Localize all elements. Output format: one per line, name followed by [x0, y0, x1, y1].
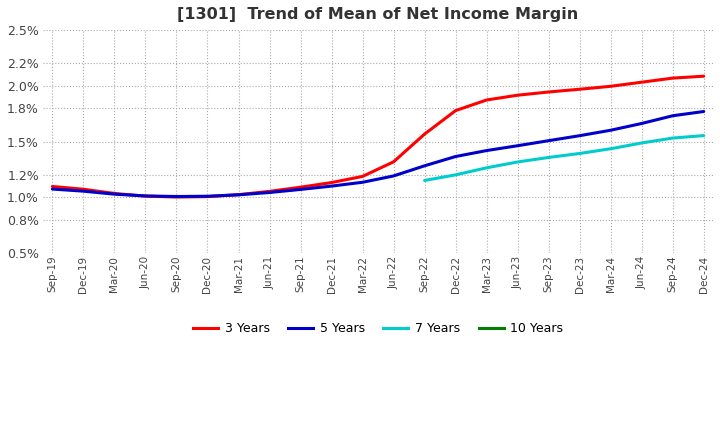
3 Years — [451, 108, 460, 113]
3 Years — [668, 75, 677, 81]
5 Years — [172, 194, 181, 199]
7 Years — [699, 133, 708, 138]
3 Years — [265, 189, 274, 194]
3 Years — [699, 73, 708, 79]
7 Years — [513, 159, 522, 165]
5 Years — [296, 187, 305, 192]
3 Years — [327, 180, 336, 185]
3 Years — [79, 187, 88, 192]
7 Years — [544, 155, 553, 160]
5 Years — [420, 163, 429, 169]
Legend: 3 Years, 5 Years, 7 Years, 10 Years: 3 Years, 5 Years, 7 Years, 10 Years — [189, 317, 568, 341]
3 Years — [482, 97, 491, 103]
5 Years — [79, 188, 88, 194]
5 Years — [390, 173, 398, 179]
Line: 5 Years: 5 Years — [53, 111, 703, 197]
3 Years — [637, 80, 646, 85]
5 Years — [110, 191, 119, 197]
3 Years — [48, 184, 57, 189]
7 Years — [575, 151, 584, 156]
3 Years — [172, 194, 181, 200]
5 Years — [637, 121, 646, 126]
3 Years — [513, 92, 522, 98]
5 Years — [668, 113, 677, 118]
5 Years — [606, 128, 615, 133]
5 Years — [359, 180, 367, 185]
5 Years — [203, 194, 212, 199]
3 Years — [390, 159, 398, 165]
7 Years — [606, 146, 615, 151]
5 Years — [451, 154, 460, 159]
3 Years — [203, 194, 212, 199]
5 Years — [513, 143, 522, 148]
Line: 7 Years: 7 Years — [425, 136, 703, 180]
5 Years — [327, 183, 336, 189]
7 Years — [482, 165, 491, 170]
Line: 3 Years: 3 Years — [53, 76, 703, 197]
3 Years — [141, 194, 150, 199]
5 Years — [575, 133, 584, 138]
7 Years — [420, 178, 429, 183]
3 Years — [575, 87, 584, 92]
3 Years — [420, 132, 429, 137]
5 Years — [482, 148, 491, 153]
3 Years — [234, 192, 243, 197]
5 Years — [48, 187, 57, 192]
5 Years — [265, 190, 274, 195]
3 Years — [544, 89, 553, 95]
7 Years — [668, 136, 677, 141]
3 Years — [110, 191, 119, 196]
7 Years — [637, 140, 646, 146]
5 Years — [544, 138, 553, 143]
Title: [1301]  Trend of Mean of Net Income Margin: [1301] Trend of Mean of Net Income Margi… — [177, 7, 579, 22]
5 Years — [141, 193, 150, 198]
5 Years — [234, 192, 243, 198]
7 Years — [451, 172, 460, 177]
3 Years — [606, 84, 615, 89]
5 Years — [699, 109, 708, 114]
3 Years — [359, 174, 367, 179]
3 Years — [296, 184, 305, 190]
